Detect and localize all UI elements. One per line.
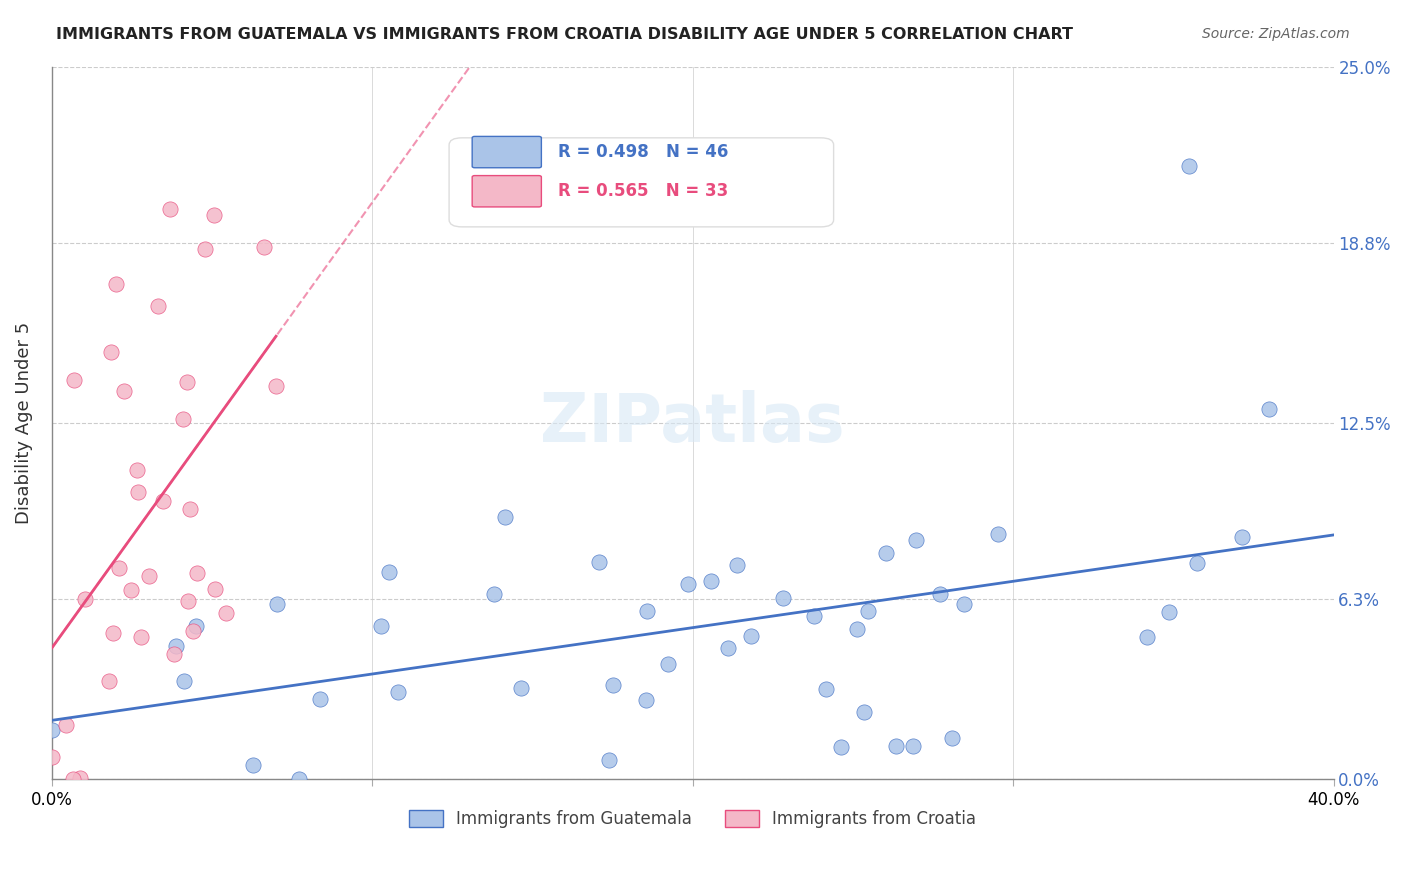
Point [1230,530,1253,544]
Point [177,594,200,608]
Point [387,685,409,699]
Point [163,647,186,661]
Point [602,678,624,692]
Point [484,587,506,601]
Point [856,604,879,618]
Point [103,625,125,640]
Point [63,373,86,387]
Point [41,749,63,764]
Point [108,561,131,575]
Point [700,574,723,588]
Point [846,622,869,636]
Point [803,608,825,623]
Point [204,208,226,222]
Point [941,731,963,746]
FancyBboxPatch shape [449,138,834,227]
FancyBboxPatch shape [472,136,541,168]
Point [884,739,907,754]
Point [194,242,217,256]
Point [657,657,679,671]
Point [987,527,1010,541]
Text: IMMIGRANTS FROM GUATEMALA VS IMMIGRANTS FROM CROATIA DISABILITY AGE UNDER 5 CORR: IMMIGRANTS FROM GUATEMALA VS IMMIGRANTS … [56,27,1073,42]
Point [1258,401,1281,416]
Point [98,674,121,689]
Point [717,641,740,656]
Point [904,533,927,547]
Point [253,240,276,254]
Point [62,772,84,786]
Point [370,619,392,633]
Legend: Immigrants from Guatemala, Immigrants from Croatia: Immigrants from Guatemala, Immigrants fr… [402,803,983,835]
Point [204,582,226,596]
Point [636,604,658,618]
Point [176,375,198,389]
Point [146,299,169,313]
Text: R = 0.565   N = 33: R = 0.565 N = 33 [558,182,728,201]
Point [165,639,187,653]
Point [510,681,533,695]
Point [264,379,287,393]
Point [495,509,517,524]
Point [929,586,952,600]
Point [853,705,876,719]
Point [181,624,204,638]
Point [288,772,311,786]
Text: R = 0.498   N = 46: R = 0.498 N = 46 [558,143,728,161]
Point [875,546,897,560]
Point [112,384,135,399]
Point [772,591,794,605]
Point [266,597,288,611]
Point [55,718,77,732]
Point [215,606,238,620]
Point [179,502,201,516]
Point [41,723,63,737]
Point [173,674,195,689]
FancyBboxPatch shape [472,176,541,207]
Point [127,484,149,499]
Point [121,583,143,598]
Point [903,739,925,753]
Point [953,598,976,612]
Point [129,630,152,644]
Point [75,591,97,606]
Point [830,740,852,755]
Point [172,411,194,425]
Point [814,682,837,697]
Point [636,692,658,706]
Point [740,629,762,643]
Point [69,772,91,786]
Point [1178,159,1201,173]
Point [588,555,610,569]
Text: ZIPatlas: ZIPatlas [540,390,845,456]
Point [152,494,174,508]
Point [1157,605,1180,619]
Point [138,569,160,583]
Point [378,566,401,580]
Point [186,566,208,580]
Point [309,692,332,706]
Point [105,277,128,292]
Point [159,202,181,216]
Point [678,577,700,591]
Point [127,463,149,477]
Point [242,758,264,772]
Point [1136,630,1159,644]
Point [184,619,207,633]
Point [725,558,748,573]
Y-axis label: Disability Age Under 5: Disability Age Under 5 [15,322,32,524]
Point [598,753,620,767]
Text: Source: ZipAtlas.com: Source: ZipAtlas.com [1202,27,1350,41]
Point [1185,556,1208,570]
Point [100,344,122,359]
